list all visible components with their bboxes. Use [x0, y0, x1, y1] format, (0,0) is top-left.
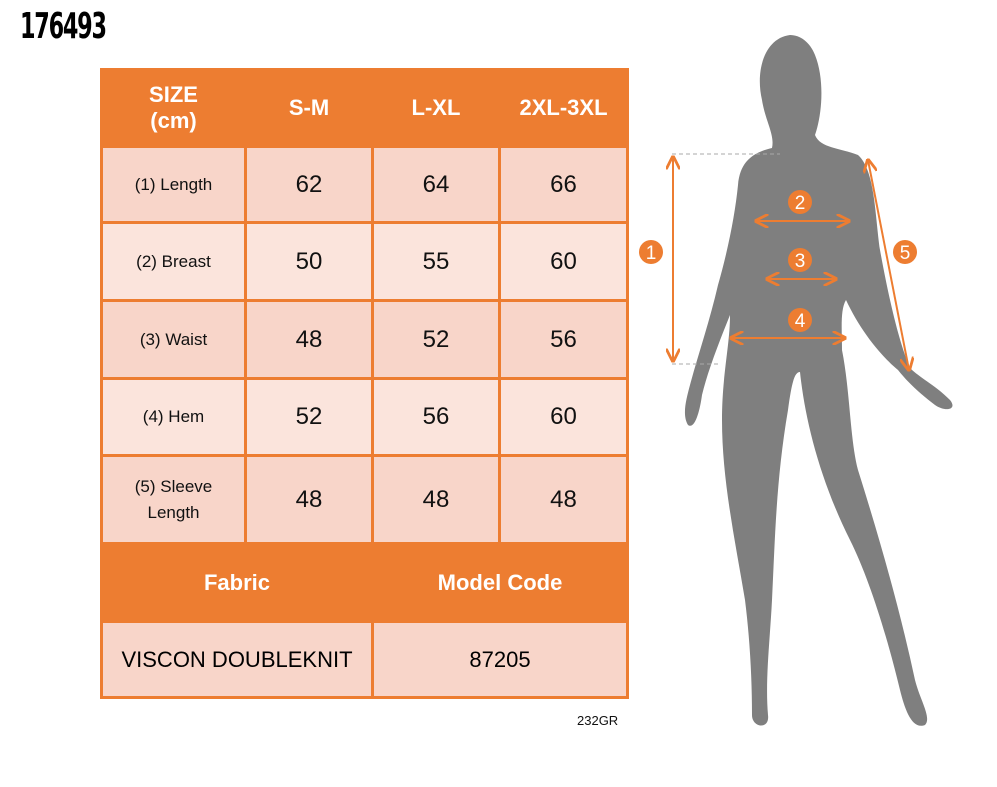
cell: 62 — [244, 145, 374, 224]
marker-2: 2 — [788, 190, 812, 214]
cell: 52 — [371, 299, 501, 380]
cell: 60 — [498, 221, 629, 302]
cell: 56 — [371, 377, 501, 457]
sleeve-arrow — [868, 160, 909, 370]
svg-text:1: 1 — [646, 243, 657, 264]
cell: 50 — [244, 221, 374, 302]
header-size: SIZE (cm) — [100, 68, 247, 148]
cell: 55 — [371, 221, 501, 302]
header-row: SIZE (cm) S-M L-XL 2XL-3XL — [100, 68, 629, 148]
cell: 56 — [498, 299, 629, 380]
body-silhouette — [684, 35, 953, 726]
marker-4: 4 — [788, 308, 812, 332]
svg-text:5: 5 — [900, 243, 911, 264]
reference-code: 232GR — [577, 713, 619, 728]
fabric-header-row: Fabric Model Code — [100, 542, 629, 623]
model-code-label: Model Code — [371, 542, 629, 623]
cell: 52 — [244, 377, 374, 457]
row-label: (2) Breast — [100, 221, 247, 302]
fabric-value: VISCON DOUBLEKNIT — [100, 620, 374, 699]
table-row: (2) Breast 50 55 60 — [100, 221, 629, 302]
table-row: (3) Waist 48 52 56 — [100, 299, 629, 380]
svg-text:2: 2 — [795, 193, 806, 214]
marker-1: 1 — [639, 240, 663, 264]
header-s-m: S-M — [244, 68, 374, 148]
marker-5: 5 — [893, 240, 917, 264]
row-label: (3) Waist — [100, 299, 247, 380]
header-2xl-3xl: 2XL-3XL — [498, 68, 629, 148]
row-label: (1) Length — [100, 145, 247, 224]
product-code: 176493 — [20, 6, 107, 47]
table-row: (1) Length 62 64 66 — [100, 145, 629, 224]
cell: 48 — [371, 454, 501, 545]
fabric-row: VISCON DOUBLEKNIT 87205 — [100, 620, 629, 699]
size-chart-table: SIZE (cm) S-M L-XL 2XL-3XL (1) Length 62 … — [100, 68, 629, 699]
svg-text:4: 4 — [795, 311, 806, 332]
cell: 48 — [244, 299, 374, 380]
table-row: (4) Hem 52 56 60 — [100, 377, 629, 457]
row-label: (5) Sleeve Length — [100, 454, 247, 545]
cell: 60 — [498, 377, 629, 457]
fabric-label: Fabric — [100, 542, 374, 623]
table-row: (5) Sleeve Length 48 48 48 — [100, 454, 629, 545]
row-label: (4) Hem — [100, 377, 247, 457]
cell: 48 — [498, 454, 629, 545]
marker-3: 3 — [788, 248, 812, 272]
header-l-xl: L-XL — [371, 68, 501, 148]
cell: 48 — [244, 454, 374, 545]
cell: 64 — [371, 145, 501, 224]
svg-text:3: 3 — [795, 251, 806, 272]
cell: 66 — [498, 145, 629, 224]
model-code-value: 87205 — [371, 620, 629, 699]
